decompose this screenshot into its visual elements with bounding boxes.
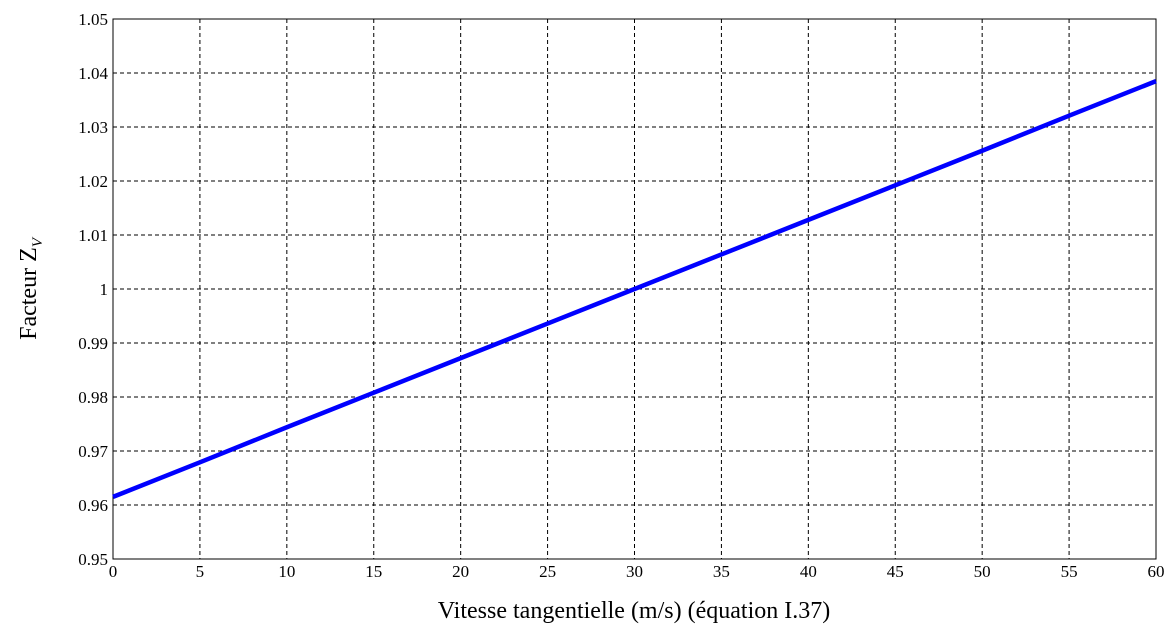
y-tick-label: 1.02 [78,172,108,191]
x-tick-label: 25 [539,562,556,581]
y-axis-label-subscript: V [30,236,46,247]
y-axis-label: Facteur ZV [16,236,46,340]
x-tick-label: 20 [452,562,469,581]
x-tick-label: 60 [1148,562,1165,581]
plot-frame [112,18,1157,560]
y-axis-label-main: Facteur Z [16,247,42,340]
y-tick-label: 0.99 [78,334,108,353]
x-tick-label: 45 [887,562,904,581]
data-line [112,79,1157,499]
x-tick-label: 50 [974,562,991,581]
y-tick-label: 1.01 [78,226,108,245]
y-tick-label: 0.96 [78,496,108,515]
y-tick-label: 1.04 [78,64,108,83]
x-tick-label: 30 [626,562,643,581]
x-tick-label: 0 [109,562,118,581]
y-tick-label: 0.98 [78,388,108,407]
y-tick-label: 1.05 [78,10,108,29]
y-tick-label: 1.03 [78,118,108,137]
x-tick-label: 35 [713,562,730,581]
x-axis-label: Vitesse tangentielle (m/s) (équation I.3… [438,598,830,624]
y-tick-label: 1 [100,280,109,299]
x-tick-label: 15 [365,562,382,581]
x-tick-label: 10 [278,562,295,581]
x-tick-label: 40 [800,562,817,581]
x-tick-label: 55 [1061,562,1078,581]
x-tick-label: 5 [196,562,205,581]
y-tick-label: 0.97 [78,442,108,461]
y-tick-label: 0.95 [78,550,108,569]
